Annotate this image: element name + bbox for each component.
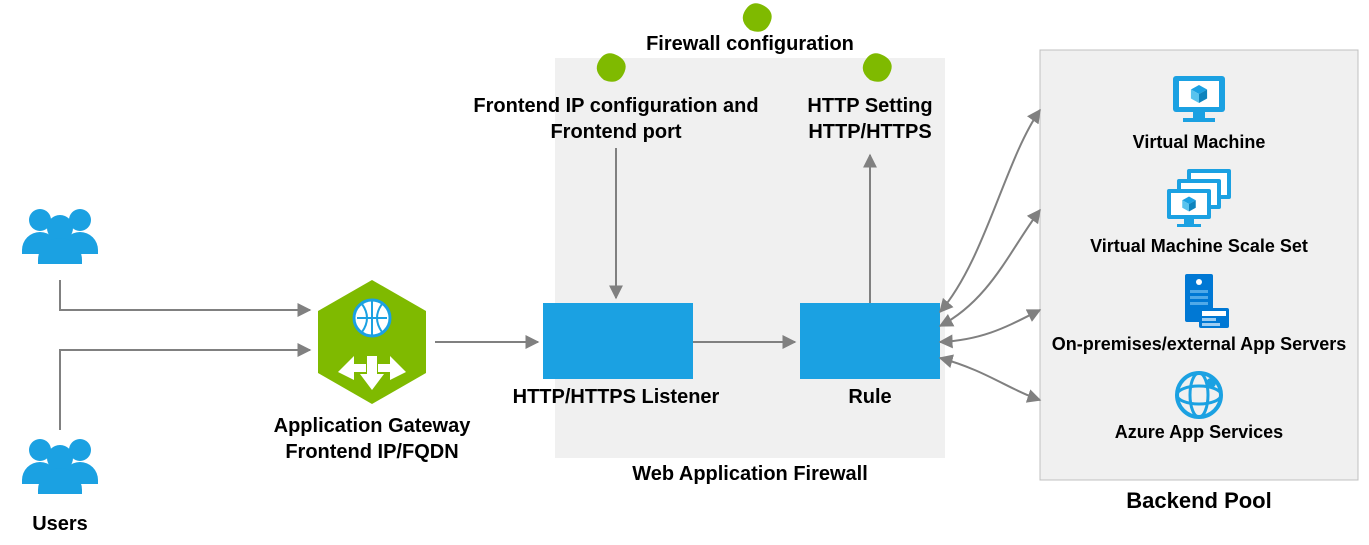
arrow-rule-onprem (940, 310, 1040, 342)
leaf-icon-firewall (738, 0, 776, 37)
app-gateway-icon (318, 280, 426, 404)
arrow-users-bottom-to-gw (60, 350, 310, 430)
vm-label: Virtual Machine (1133, 132, 1266, 152)
arrow-rule-vmss (940, 210, 1040, 326)
http-setting-annot-2: HTTP/HTTPS (808, 121, 931, 143)
appsvc-label: Azure App Services (1115, 422, 1283, 442)
frontend-ip-annot-2: Frontend port (550, 121, 681, 143)
rule-box (800, 303, 940, 379)
users-group-bottom (22, 439, 98, 494)
users-label: Users (32, 513, 88, 535)
listener-box (543, 303, 693, 379)
arrow-users-top-to-gw (60, 280, 310, 310)
app-gateway-label-2: Frontend IP/FQDN (285, 441, 458, 463)
arrow-rule-appsvc (940, 358, 1040, 400)
app-gateway-label-1: Application Gateway (274, 415, 472, 437)
waf-label: Web Application Firewall (632, 463, 868, 485)
rule-label: Rule (848, 386, 891, 408)
listener-label: HTTP/HTTPS Listener (513, 386, 720, 408)
firewall-config-label: Firewall configuration (646, 33, 854, 55)
backend-pool-title: Backend Pool (1126, 488, 1271, 513)
frontend-ip-annot-1: Frontend IP configuration and (473, 95, 758, 117)
users-group-top (22, 209, 98, 264)
http-setting-annot-1: HTTP Setting (807, 95, 932, 117)
onprem-label: On-premises/external App Servers (1052, 334, 1346, 354)
vmss-label: Virtual Machine Scale Set (1090, 236, 1308, 256)
